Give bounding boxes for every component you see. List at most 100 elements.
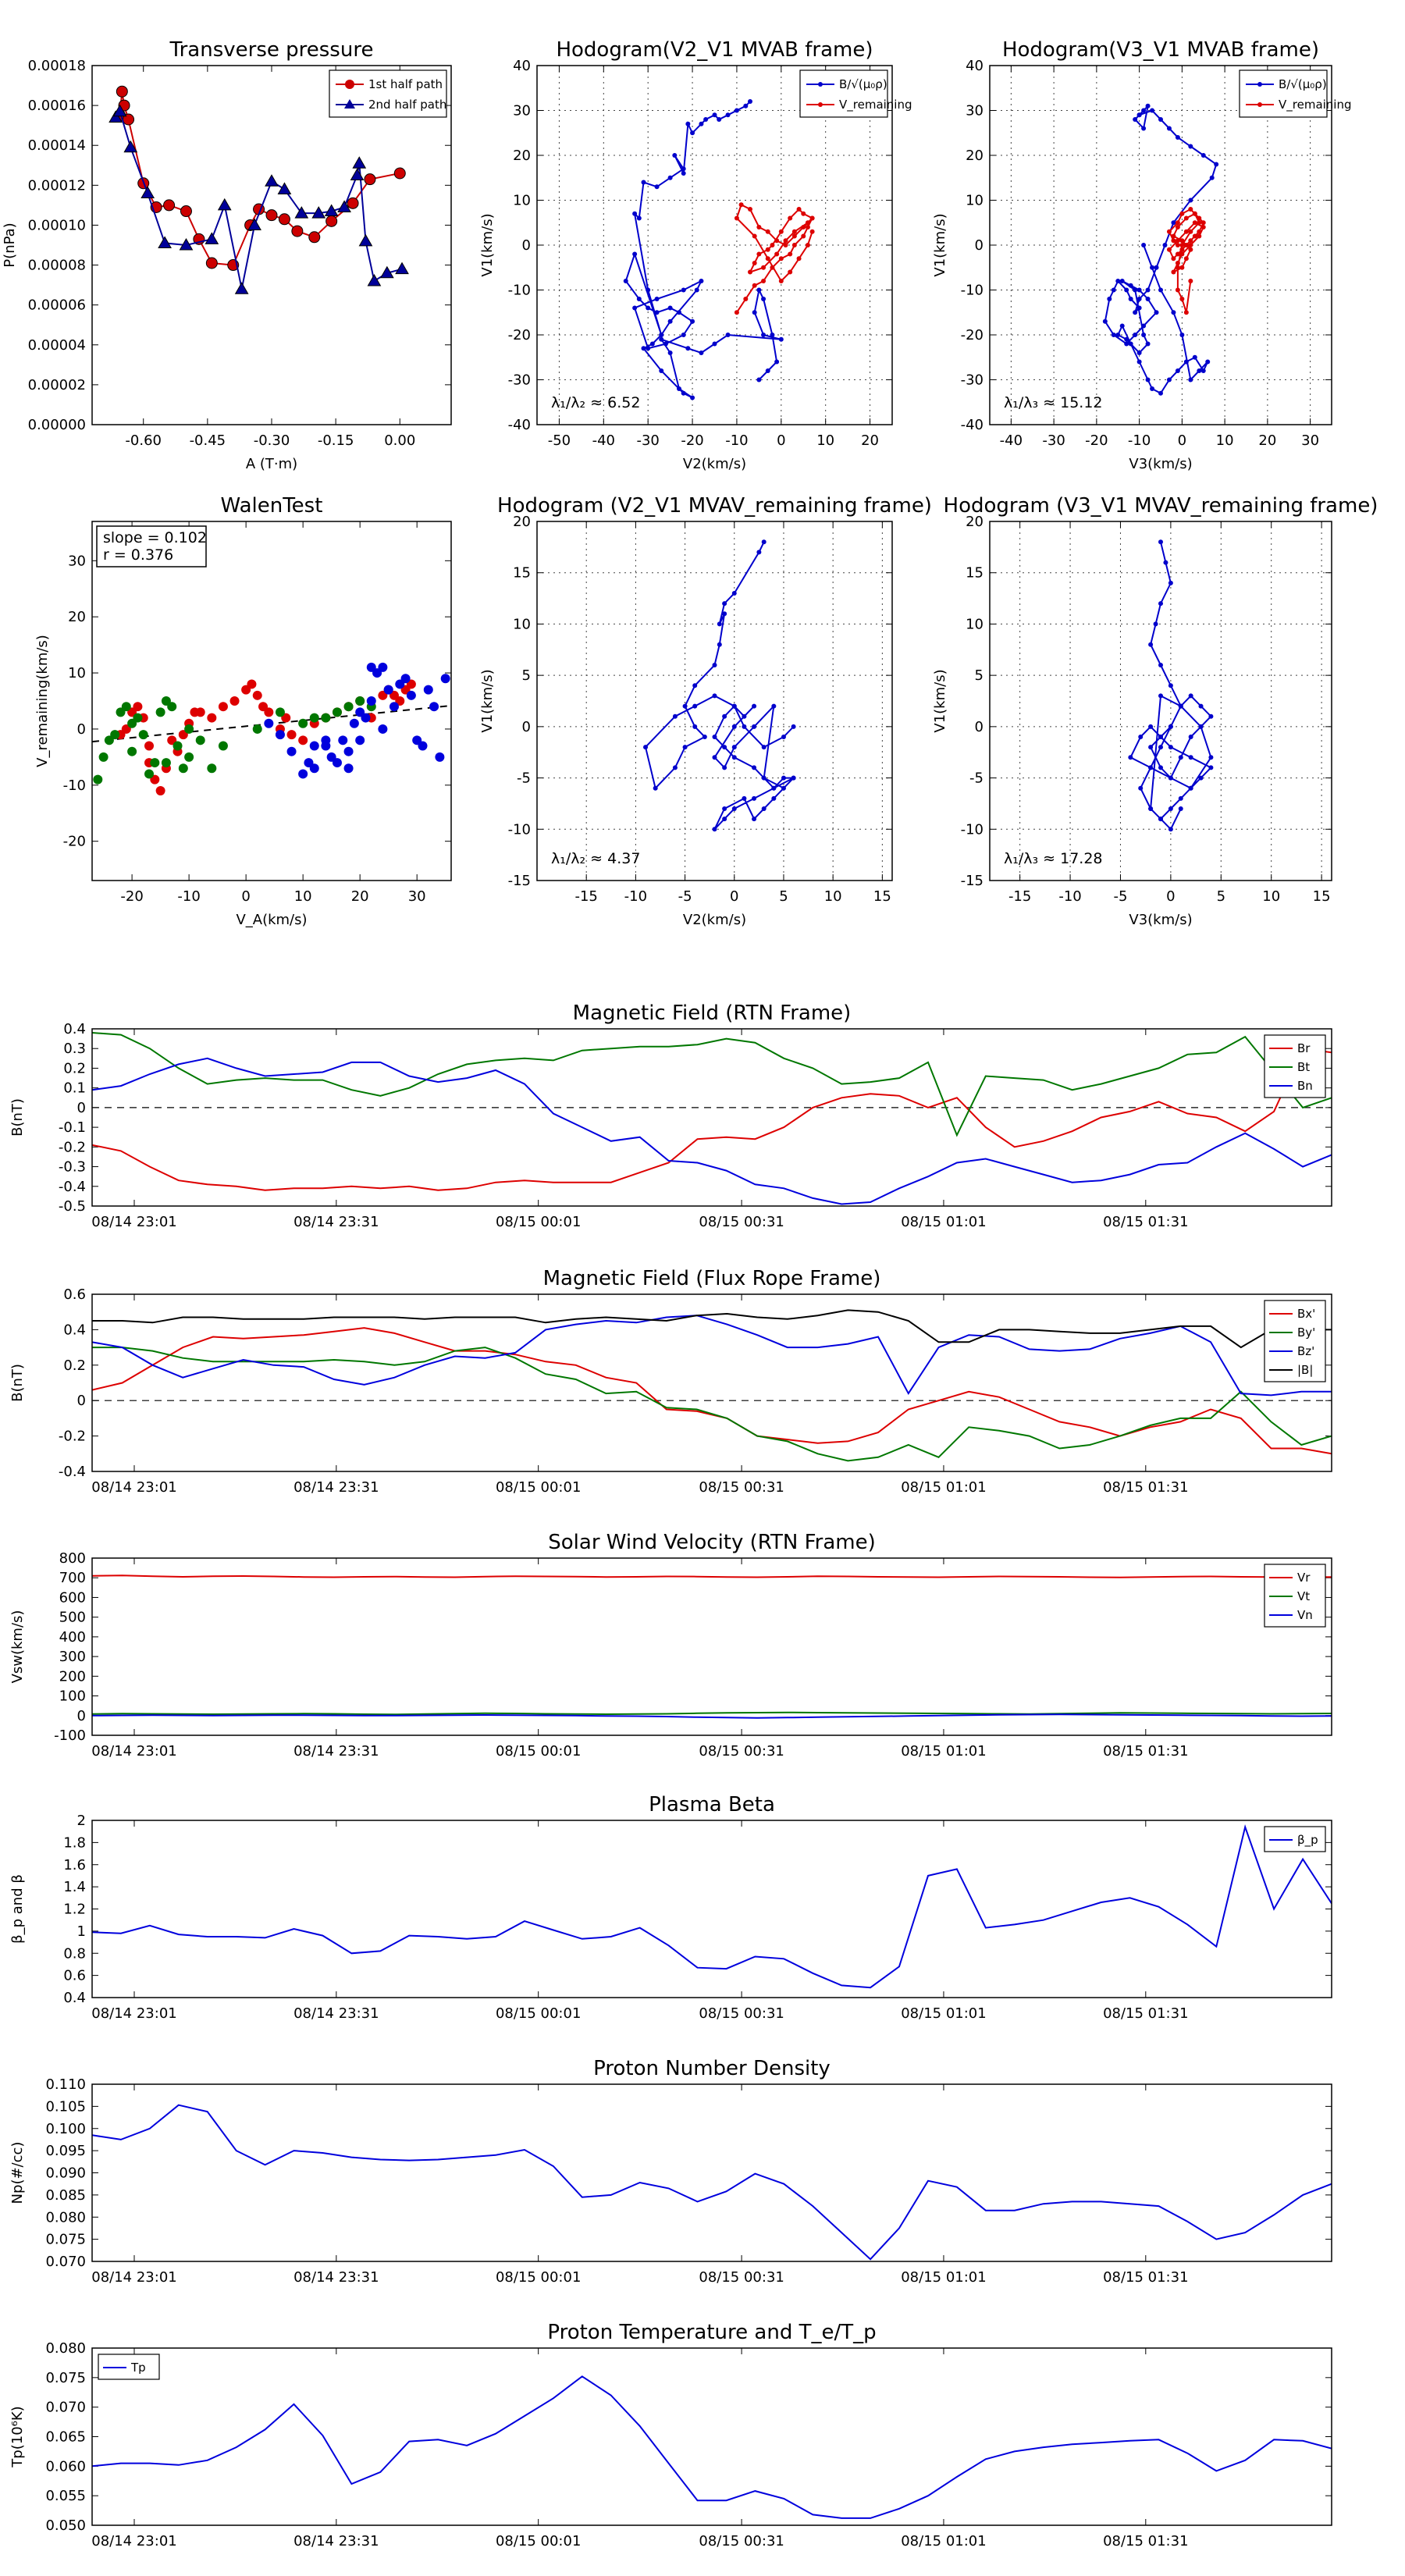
tp-series-1-point [205, 232, 219, 244]
hodo2-title: Hodogram(V3_V1 MVAB frame) [1002, 38, 1319, 62]
bfield_rtn-ytick-label: 0 [77, 1100, 86, 1116]
np-xtick-label: 08/14 23:31 [293, 2269, 379, 2286]
hodo1-series-0-point [654, 297, 660, 301]
hodo2-series-0-point [1175, 135, 1180, 140]
tp_temp-xtick-label: 08/15 00:01 [496, 2533, 581, 2549]
bfield_rtn-legend-label: Br [1297, 1041, 1311, 1055]
beta-ytick-label: 1.8 [63, 1834, 86, 1851]
tp_temp-legend-label: Tp [130, 2361, 146, 2375]
walen-series-1-point [93, 774, 103, 785]
hodo1-series-1-point [783, 243, 788, 247]
hodo2-series-0-point [1145, 341, 1151, 347]
hodo1-series-1-point [752, 261, 757, 265]
hodo3-series-0-point [692, 703, 698, 709]
hodo3-series-0-point [761, 775, 767, 781]
hodo2-series-1-point [1183, 229, 1189, 234]
bfield_rtn-ytick-label: 0.2 [63, 1060, 86, 1076]
hodo3-xtick-label: -5 [678, 888, 692, 905]
hodo1-series-1-point [783, 238, 788, 244]
hodo1-series-1-point [778, 256, 784, 262]
hodo4-xtick-label: 10 [1262, 888, 1280, 905]
tp-xtick-label: -0.15 [318, 432, 354, 449]
hodo1-series-1-point [734, 215, 739, 221]
hodo3-series-0-point [731, 724, 737, 729]
walen-series-2-point [418, 741, 428, 751]
hodo4-ytick-label: 20 [966, 514, 984, 530]
tp-xtick-label: -0.60 [125, 432, 162, 449]
vsw-series-Vt-line [92, 1711, 1332, 1716]
bfield_rtn-xtick-label: 08/15 01:01 [901, 1214, 986, 1230]
hodo1-series-0-point [690, 130, 695, 136]
hodo2-series-1-point [1192, 220, 1197, 226]
hodo1-series-1-point [801, 233, 806, 239]
walen-xtick-label: -20 [120, 888, 143, 905]
hodo3-series-0-point [742, 713, 747, 719]
hodo2-series-1-point [1183, 256, 1189, 262]
hodo3-xtick-label: 15 [873, 888, 891, 905]
tp-series-0-point [393, 167, 406, 180]
bfield_fr-series-Bz'-line [92, 1315, 1332, 1397]
walen-series-0-point [247, 679, 257, 689]
hodo3-series-0-point [692, 683, 698, 688]
hodo4-plot-area [1128, 539, 1214, 832]
hodo2-series-0-point [1150, 108, 1155, 113]
bfield_rtn-series-Bt-line [92, 1032, 1332, 1137]
hodo4-xtick-label: -5 [1113, 888, 1127, 905]
hodo1-series-1-point [791, 229, 797, 234]
hodo3-series-0-point [742, 795, 747, 801]
hodo2-series-1-point [1166, 247, 1172, 252]
bfield_rtn-series-Bn-line [92, 1057, 1332, 1205]
vsw-ytick-label: 600 [59, 1589, 86, 1606]
hodo2-series-1-point [1197, 233, 1202, 239]
hodo1-ytick-label: -40 [508, 417, 531, 433]
hodo1-series-1-point [778, 279, 784, 283]
hodo4-series-0-point [1158, 693, 1163, 699]
hodo2-series-0-point [1158, 390, 1163, 396]
bfield_fr-series-By'-line [92, 1347, 1332, 1462]
hodo2-series-1-point [1179, 238, 1185, 244]
tp-series-0-point [180, 205, 192, 218]
hodo1-series-0-point [725, 112, 731, 118]
walen-series-1-point [184, 752, 194, 762]
hodo2-ytick-label: 0 [975, 237, 984, 254]
hodo3-series-0-point [761, 745, 767, 750]
walen-series-1-point [127, 746, 137, 756]
hodo1-title: Hodogram(V2_V1 MVAB frame) [556, 38, 873, 62]
hodo3-xtick-label: -15 [574, 888, 597, 905]
hodo3-series-0-point [731, 591, 737, 596]
hodo1-xtick-label: -10 [725, 432, 748, 449]
hodo4-series-0-point [1188, 735, 1193, 739]
beta-xtick-label: 08/14 23:01 [91, 2005, 176, 2022]
hodo2-series-0-point [1111, 333, 1116, 337]
hodo2-legend-label: V_remaining [1279, 98, 1352, 112]
walen-series-1-point [127, 718, 137, 728]
walen-xtick-label: 20 [351, 888, 369, 905]
vsw-plot-area [92, 1574, 1332, 1719]
np-ytick-label: 0.100 [45, 2121, 86, 2137]
tp-series-1-point [140, 186, 155, 199]
hodo1-series-1-point [809, 215, 815, 221]
hodo4-ylabel: V1(km/s) [932, 669, 948, 732]
vsw-ytick-label: 700 [59, 1570, 86, 1586]
hodo2-series-0-point [1136, 305, 1142, 311]
hodo1-series-1-point [791, 233, 797, 239]
hodo4-series-0-point [1158, 663, 1163, 667]
hodo2-series-1-point [1171, 238, 1176, 244]
bfield_fr-title: Magnetic Field (Flux Rope Frame) [543, 1267, 881, 1290]
hodo1-series-0-point [672, 153, 678, 158]
hodo2-series-1-point [1171, 233, 1176, 239]
bfield_fr-legend-label: Bx' [1297, 1307, 1315, 1321]
hodo1-series-1-point [778, 229, 784, 234]
tp-series-1-point [247, 218, 261, 230]
beta-axes-box [91, 1820, 1332, 1998]
hodo2-series-1-point [1171, 269, 1176, 275]
tp-xlabel: A (T·m) [246, 456, 297, 472]
hodo1-xtick-label: 10 [816, 432, 834, 449]
hodo1-series-1-point [791, 243, 797, 247]
hodo3-series-0-point [722, 745, 727, 750]
hodo2-xtick-label: 10 [1216, 432, 1234, 449]
hodo1-series-1-point [761, 265, 767, 270]
tp-series-1-point [108, 110, 123, 123]
hodo3-series-0-point [712, 735, 717, 739]
walen-series-0-point [150, 774, 160, 785]
